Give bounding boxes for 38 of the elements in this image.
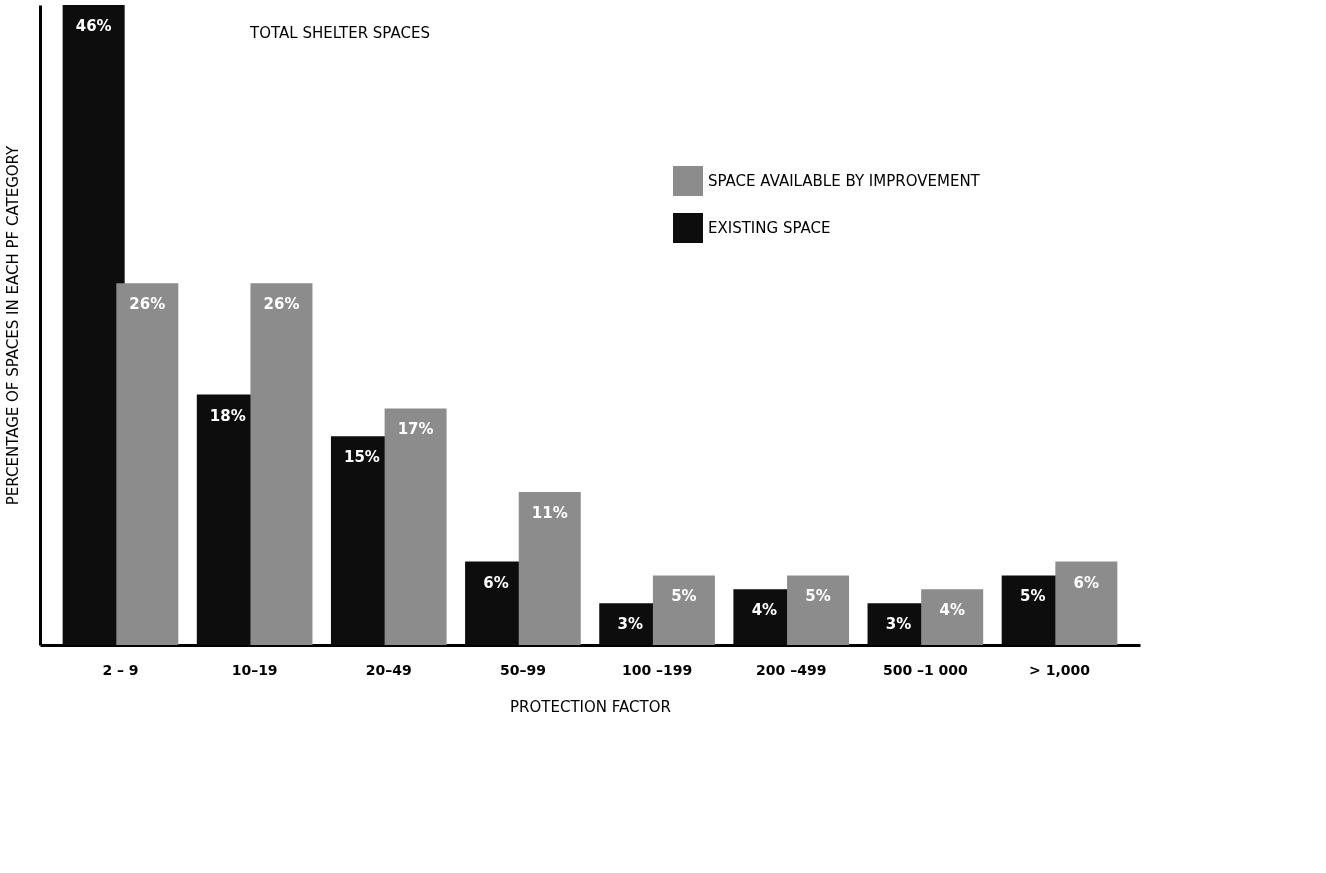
- legend-label: SPACE AVAILABLE BY IMPROVEMENT: [708, 172, 981, 190]
- bar: [384, 408, 447, 645]
- x-tick-label: 100 –199: [621, 661, 693, 678]
- data-label: 5%: [671, 587, 697, 606]
- data-label: 26%: [129, 295, 166, 314]
- x-tick-label: 10–19: [231, 661, 278, 678]
- data-label: 5%: [805, 587, 831, 606]
- y-axis-title: PERCENTAGE OF SPACES IN EACH PF CATEGORY: [3, 144, 22, 506]
- x-tick-label: > 1,000: [1029, 661, 1091, 678]
- x-tick-label: 20–49: [365, 661, 412, 678]
- data-label: 4%: [939, 601, 965, 620]
- bar: [787, 575, 850, 645]
- bar: [250, 283, 313, 645]
- bar: [518, 491, 581, 645]
- x-tick-label: 200 –499: [756, 661, 827, 678]
- x-tick-label: 50–99: [499, 661, 546, 678]
- data-label: 26%: [263, 295, 300, 314]
- data-label: 4%: [751, 601, 778, 620]
- data-label: 18%: [209, 406, 246, 425]
- bar: [921, 589, 984, 645]
- text: TOTAL SHELTER SPACES: [249, 24, 430, 42]
- data-label: 3%: [617, 615, 643, 634]
- data-label: 6%: [483, 573, 509, 592]
- data-label: 3%: [885, 615, 912, 634]
- data-label: 5%: [1019, 587, 1046, 606]
- legend-label: EXISTING SPACE: [708, 219, 831, 237]
- bar: [116, 283, 179, 645]
- bar: [652, 575, 715, 645]
- data-label: 6%: [1073, 573, 1100, 592]
- data-label: 11%: [531, 503, 568, 522]
- data-label: 15%: [344, 448, 380, 467]
- data-label: 17%: [397, 420, 434, 439]
- x-tick-label: 2 – 9: [102, 661, 139, 678]
- bar: [62, 5, 125, 645]
- x-axis-title: PROTECTION FACTOR: [510, 697, 671, 716]
- bar: [1055, 561, 1118, 645]
- x-tick-label: 500 –1 000: [882, 661, 969, 678]
- data-label: 46%: [75, 17, 112, 35]
